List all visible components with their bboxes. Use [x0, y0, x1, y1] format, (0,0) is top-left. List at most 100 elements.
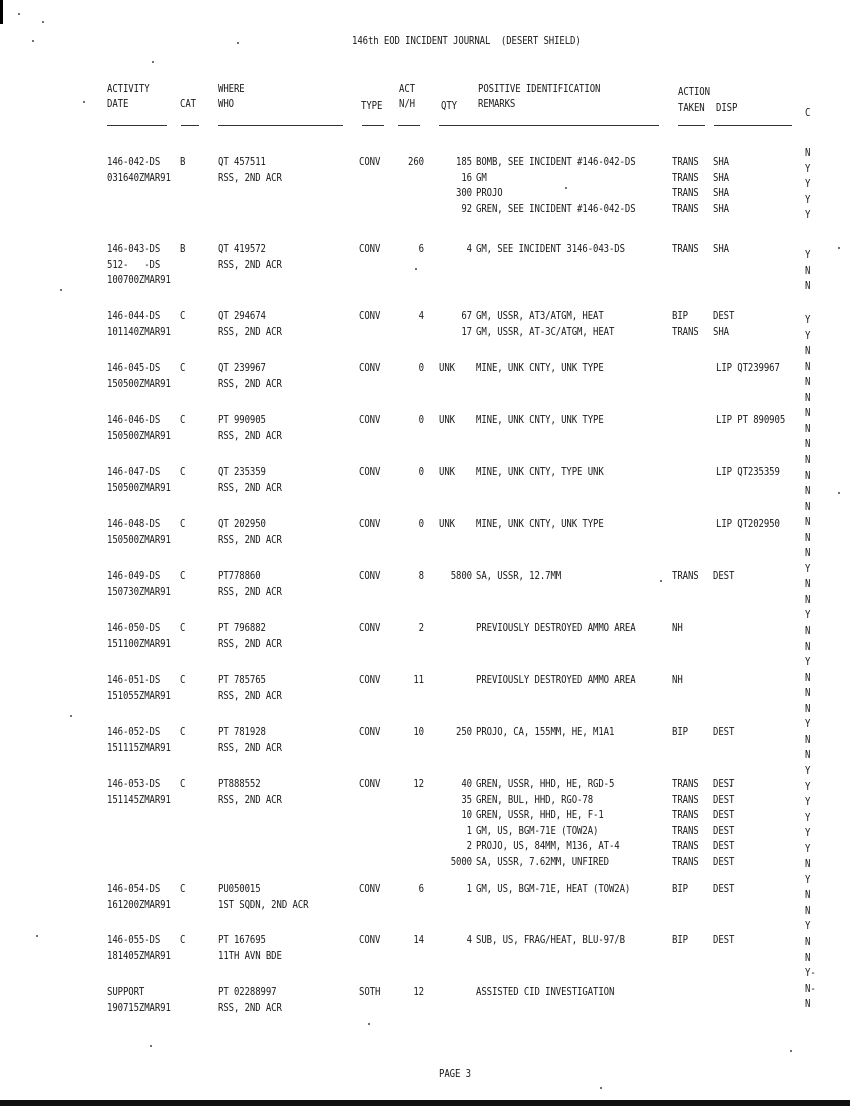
header-date: DATE [107, 99, 129, 111]
scan-speck [36, 935, 38, 937]
quantity: 5800 [450, 571, 472, 583]
action-taken: TRANS [672, 244, 699, 256]
header-disp: DISP [716, 103, 738, 115]
unit: RSS, 2ND ACR [218, 638, 282, 651]
disposition: DEST [713, 884, 735, 896]
location-grid: PT 167695 [218, 935, 266, 947]
quantity: 300 [456, 188, 472, 200]
remarks: PROJO [476, 188, 503, 200]
type: CONV [359, 779, 381, 791]
c-flag: N [805, 265, 811, 278]
c-flag: N [805, 377, 811, 389]
type: CONV [359, 675, 381, 687]
action-taken: TRANS [672, 326, 699, 339]
header-c: C [805, 108, 811, 120]
date-time-group: 101140ZMAR91 [107, 326, 171, 339]
c-flag: Y [805, 179, 811, 191]
incident-number: 146-048-DS [107, 519, 161, 531]
disposition: DEST [713, 856, 735, 869]
quantity: 4 [466, 244, 472, 256]
type: CONV [359, 519, 381, 531]
disposition: DEST [713, 727, 735, 739]
c-flag: N [805, 408, 811, 420]
c-flag: Y [805, 843, 811, 856]
act-nh: 12 [413, 779, 424, 791]
remarks: GM, USSR, AT-3C/ATGM, HEAT [476, 326, 615, 339]
header-act: ACT [399, 84, 415, 96]
disposition: SHA [713, 326, 729, 339]
disposition: DEST [713, 779, 735, 791]
action-taken: TRANS [672, 157, 699, 169]
c-flag: N [805, 454, 811, 467]
category: C [180, 675, 186, 687]
date-time-group: 150500ZMAR91 [107, 482, 171, 495]
act-nh: 0 [418, 519, 424, 531]
date-time-group: 150730ZMAR91 [107, 586, 171, 599]
quantity: 35 [461, 794, 472, 807]
location-grid: QT 457511 [218, 157, 266, 169]
remarks: BOMB, SEE INCIDENT #146-042-DS [476, 157, 636, 169]
c-flag: N [805, 579, 811, 591]
disposition: DEST [713, 794, 735, 807]
unit: RSS, 2ND ACR [218, 1002, 282, 1015]
action-taken: TRANS [672, 188, 699, 200]
action-taken: BIP [672, 727, 688, 739]
act-nh: 0 [418, 415, 424, 427]
scan-speck [237, 42, 239, 44]
unit: RSS, 2ND ACR [218, 690, 282, 703]
act-nh: 10 [413, 727, 424, 739]
date-time-group: 031640ZMAR91 [107, 172, 171, 185]
category: C [180, 467, 186, 479]
unit: RSS, 2ND ACR [218, 326, 282, 339]
date-time-group: 100700ZMAR91 [107, 275, 171, 287]
c-flag: N- [805, 983, 816, 996]
c-flag: N [805, 626, 811, 638]
c-flag: N [805, 501, 811, 514]
incident-number: 146-050-DS [107, 623, 161, 635]
remarks: GM, USSR, AT3/ATGM, HEAT [476, 311, 604, 323]
unit: RSS, 2ND ACR [218, 482, 282, 495]
remarks: SUB, US, FRAG/HEAT, BLU-97/B [476, 935, 625, 947]
c-flag: N [805, 952, 811, 965]
action-taken: TRANS [672, 825, 699, 838]
date-time-group: 150500ZMAR91 [107, 378, 171, 391]
incident-number: 146-045-DS [107, 363, 161, 375]
c-flag: N [805, 890, 811, 902]
c-flag: N [805, 594, 811, 607]
scan-speck [18, 13, 20, 15]
quantity: 5000 [450, 856, 472, 869]
quantity: 92 [461, 203, 472, 216]
disposition: LIP QT235359 [716, 467, 780, 479]
scan-speck [838, 492, 840, 494]
category: C [180, 415, 186, 427]
incident-number: SUPPORT [107, 987, 145, 999]
location-grid: QT 239967 [218, 363, 266, 375]
category: C [180, 779, 186, 791]
action-taken: TRANS [672, 172, 699, 185]
location-grid: PT 990905 [218, 415, 266, 427]
date-time-group: 181405ZMAR91 [107, 950, 171, 963]
c-flag: Y [805, 719, 811, 731]
act-nh: 4 [418, 311, 424, 323]
act-nh: 6 [418, 884, 424, 896]
scan-speck [415, 268, 417, 270]
scan-speck [660, 580, 662, 582]
scan-speck [32, 40, 34, 42]
action-taken: TRANS [672, 794, 699, 807]
header-rule [439, 125, 659, 126]
remarks: PROJO, CA, 155MM, HE, M1A1 [476, 727, 615, 739]
quantity: 40 [461, 779, 472, 791]
c-flag: Y [805, 874, 811, 887]
date-time-group: 161200ZMAR91 [107, 899, 171, 912]
quantity: 185 [456, 157, 472, 169]
unit: RSS, 2ND ACR [218, 378, 282, 391]
incident-number: 146-054-DS [107, 884, 161, 896]
c-flag: Y [805, 610, 811, 622]
header-type: TYPE [361, 101, 383, 113]
c-flag: N [805, 937, 811, 949]
unit: RSS, 2ND ACR [218, 742, 282, 755]
remarks: MINE, UNK CNTY, UNK TYPE [476, 519, 604, 531]
action-taken: TRANS [672, 203, 699, 216]
header-nh: N/H [399, 99, 415, 111]
quantity: 2 [466, 841, 472, 853]
